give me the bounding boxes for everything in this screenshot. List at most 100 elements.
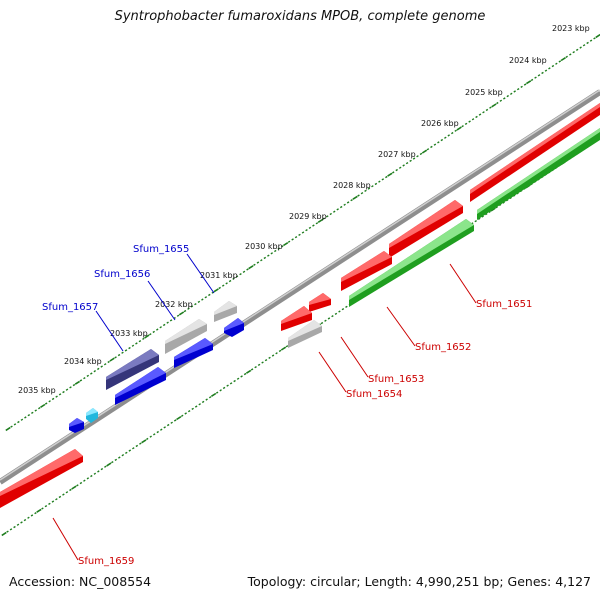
gene-sfum-1657[interactable] xyxy=(106,349,159,390)
inner-ruler-minor-tick xyxy=(275,352,278,355)
inner-ruler-minor-tick xyxy=(27,516,30,519)
gene-label-sfum-1659[interactable]: Sfum_1659 xyxy=(78,556,134,567)
outer-ruler-minor-tick xyxy=(322,217,326,220)
outer-ruler-minor-tick xyxy=(294,236,298,239)
gene-sfum-1659[interactable] xyxy=(0,449,83,508)
outer-ruler-minor-tick xyxy=(100,365,103,368)
outer-ruler-minor-tick xyxy=(482,111,485,114)
inner-ruler-major-tick xyxy=(245,369,252,374)
outer-ruler-minor-tick xyxy=(558,60,562,63)
outer-ruler-minor-tick xyxy=(513,90,516,93)
outer-ruler-minor-tick xyxy=(93,370,97,373)
ruler-label: 2024 kbp xyxy=(509,56,547,65)
leader-sfum-1653 xyxy=(340,336,369,378)
outer-ruler-minor-tick xyxy=(10,425,13,428)
genome-summary-text: Topology: circular; Length: 4,990,251 bp… xyxy=(247,574,591,589)
gene-small-cyan[interactable] xyxy=(86,408,98,423)
outer-ruler-major-tick xyxy=(595,33,600,39)
outer-ruler-major-tick xyxy=(491,103,497,108)
inner-ruler-minor-tick xyxy=(51,500,55,503)
gene-rna-2031[interactable] xyxy=(214,301,237,322)
gene-sfum-1651[interactable] xyxy=(470,103,600,202)
gene-label-sfum-1655[interactable]: Sfum_1655 xyxy=(133,244,189,255)
inner-ruler-minor-tick xyxy=(173,419,177,422)
gene-sfum-1653[interactable] xyxy=(341,251,392,291)
inner-ruler-minor-tick xyxy=(111,461,114,464)
outer-ruler-major-tick xyxy=(387,172,393,177)
gene-label-sfum-1657[interactable]: Sfum_1657 xyxy=(42,302,98,313)
ruler-label: 2033 kbp xyxy=(110,329,148,338)
outer-ruler-minor-tick xyxy=(586,41,589,45)
gene-sfum-1654[interactable] xyxy=(281,306,312,331)
inner-ruler-minor-tick xyxy=(226,384,229,387)
outer-ruler-major-tick xyxy=(40,403,46,408)
outer-ruler-minor-tick xyxy=(444,136,447,139)
outer-ruler-minor-tick xyxy=(287,240,291,243)
inner-ruler-minor-tick xyxy=(9,528,13,531)
inner-ruler-minor-tick xyxy=(191,407,194,410)
inner-ruler-minor-tick xyxy=(97,470,100,473)
gene-sfum-1652[interactable] xyxy=(389,200,463,258)
outer-ruler-minor-tick xyxy=(242,270,246,273)
outer-ruler-minor-tick xyxy=(90,372,93,375)
outer-ruler-minor-tick xyxy=(568,53,572,56)
backbone-line xyxy=(0,89,600,485)
outer-ruler-minor-tick xyxy=(440,138,444,142)
inner-ruler-major-tick xyxy=(280,346,287,351)
outer-ruler-minor-tick xyxy=(62,390,65,394)
outer-ruler-minor-tick xyxy=(128,346,131,350)
ruler-label: 2025 kbp xyxy=(465,88,503,97)
inner-ruler-minor-tick xyxy=(13,525,16,529)
inner-ruler-minor-tick xyxy=(62,493,65,496)
gene-sfum-1653b[interactable] xyxy=(309,293,331,312)
outer-ruler-minor-tick xyxy=(437,141,440,144)
gene-label-sfum-1651[interactable]: Sfum_1651 xyxy=(476,299,532,310)
outer-ruler-minor-tick xyxy=(83,377,86,380)
inner-ruler-minor-tick xyxy=(198,403,201,406)
outer-ruler-minor-tick xyxy=(405,162,409,165)
gene-label-sfum-1653[interactable]: Sfum_1653 xyxy=(368,374,424,385)
outer-ruler-minor-tick xyxy=(315,222,319,225)
outer-ruler-minor-tick xyxy=(364,189,367,192)
gene-sfum-1654-rna[interactable] xyxy=(288,320,322,348)
gene-features[interactable] xyxy=(0,103,600,508)
outer-ruler-minor-tick xyxy=(468,120,471,123)
outer-ruler-minor-tick xyxy=(395,168,398,172)
outer-ruler-major-tick xyxy=(5,426,11,432)
outer-ruler-minor-tick xyxy=(162,323,166,327)
gene-rna-2032[interactable] xyxy=(165,319,207,354)
inner-ruler-minor-tick xyxy=(159,428,163,431)
outer-ruler-minor-tick xyxy=(402,164,405,167)
gene-sfum-1656[interactable] xyxy=(174,338,213,368)
gene-label-sfum-1654[interactable]: Sfum_1654 xyxy=(346,389,402,400)
inner-ruler-minor-tick xyxy=(250,368,254,371)
inner-ruler-minor-tick xyxy=(484,213,488,216)
gene-label-sfum-1656[interactable]: Sfum_1656 xyxy=(94,269,150,280)
gene-sfum-1651-green[interactable] xyxy=(477,128,600,220)
outer-ruler-minor-tick xyxy=(48,400,51,403)
outer-ruler-minor-tick xyxy=(579,46,582,49)
outer-ruler-minor-tick xyxy=(13,423,17,426)
inner-ruler-minor-tick xyxy=(222,386,226,390)
outer-ruler-minor-tick xyxy=(17,420,20,424)
outer-ruler-minor-tick xyxy=(589,39,593,42)
ruler-label: 2029 kbp xyxy=(289,212,327,221)
gene-sfum-1657-blue[interactable] xyxy=(115,367,166,405)
outer-ruler-minor-tick xyxy=(114,356,117,359)
outer-ruler-minor-tick xyxy=(201,298,204,301)
gene-small-2035[interactable] xyxy=(69,418,84,433)
inner-ruler-minor-tick xyxy=(268,356,271,359)
gene-sfum-1652-green[interactable] xyxy=(349,219,474,307)
outer-ruler-minor-tick xyxy=(155,328,159,331)
inner-ruler-major-tick xyxy=(490,207,496,212)
outer-ruler-minor-tick xyxy=(152,330,156,334)
inner-ruler-minor-tick xyxy=(69,488,72,492)
gene-label-sfum-1652[interactable]: Sfum_1652 xyxy=(415,342,471,353)
outer-ruler-minor-tick xyxy=(267,254,270,257)
outer-ruler-minor-tick xyxy=(593,37,596,40)
inner-ruler-minor-tick xyxy=(219,389,222,392)
outer-ruler-major-tick xyxy=(317,218,324,223)
gene-sfum-1655[interactable] xyxy=(224,318,244,337)
inner-ruler-minor-tick xyxy=(44,505,48,508)
